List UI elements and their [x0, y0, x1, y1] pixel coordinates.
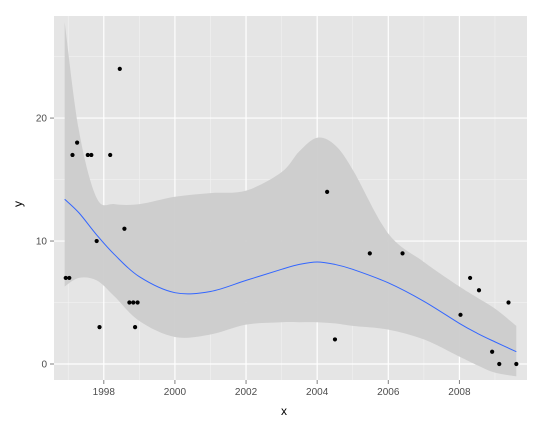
data-point	[67, 275, 72, 281]
data-point	[75, 140, 80, 145]
smooth-line-layer	[64, 198, 517, 353]
x-tick-label: 2002	[235, 387, 258, 398]
y-tick-label: 0	[41, 360, 47, 371]
x-axis-ticks: 1998 2000 2002 2004 2006 2008	[93, 380, 471, 398]
data-point	[122, 226, 127, 231]
y-axis-title: y	[11, 201, 25, 207]
x-tick-label: 2006	[377, 387, 400, 398]
y-tick-label: 10	[36, 237, 48, 248]
data-point	[476, 288, 482, 293]
data-point	[458, 312, 463, 317]
data-points	[63, 66, 519, 367]
data-point	[97, 325, 102, 330]
data-point	[514, 361, 519, 367]
data-point	[132, 325, 138, 330]
data-point	[497, 361, 502, 367]
confidence-band	[64, 22, 517, 377]
data-point	[332, 337, 338, 342]
x-tick-label: 2008	[448, 387, 471, 398]
data-point	[127, 300, 132, 305]
data-point	[131, 300, 136, 305]
data-point	[63, 275, 68, 281]
data-point	[325, 189, 330, 194]
x-axis-title: x	[281, 404, 287, 418]
data-point	[89, 152, 94, 158]
data-point	[467, 275, 473, 281]
data-point	[400, 251, 405, 256]
data-point	[94, 238, 99, 244]
x-tick-label: 2000	[164, 387, 187, 398]
data-point	[85, 152, 90, 158]
data-point	[108, 152, 113, 158]
x-tick-label: 1998	[93, 387, 116, 398]
data-point	[135, 300, 140, 305]
confidence-band-layer	[64, 22, 517, 377]
smooth-line	[64, 198, 517, 353]
x-tick-label: 2004	[306, 387, 329, 398]
data-point	[70, 152, 75, 158]
data-point	[490, 349, 495, 354]
y-tick-label: 20	[36, 114, 48, 125]
data-point	[117, 66, 122, 71]
data-point	[506, 300, 511, 305]
data-point	[367, 251, 372, 256]
y-axis-ticks: 0 10 20	[36, 114, 54, 371]
